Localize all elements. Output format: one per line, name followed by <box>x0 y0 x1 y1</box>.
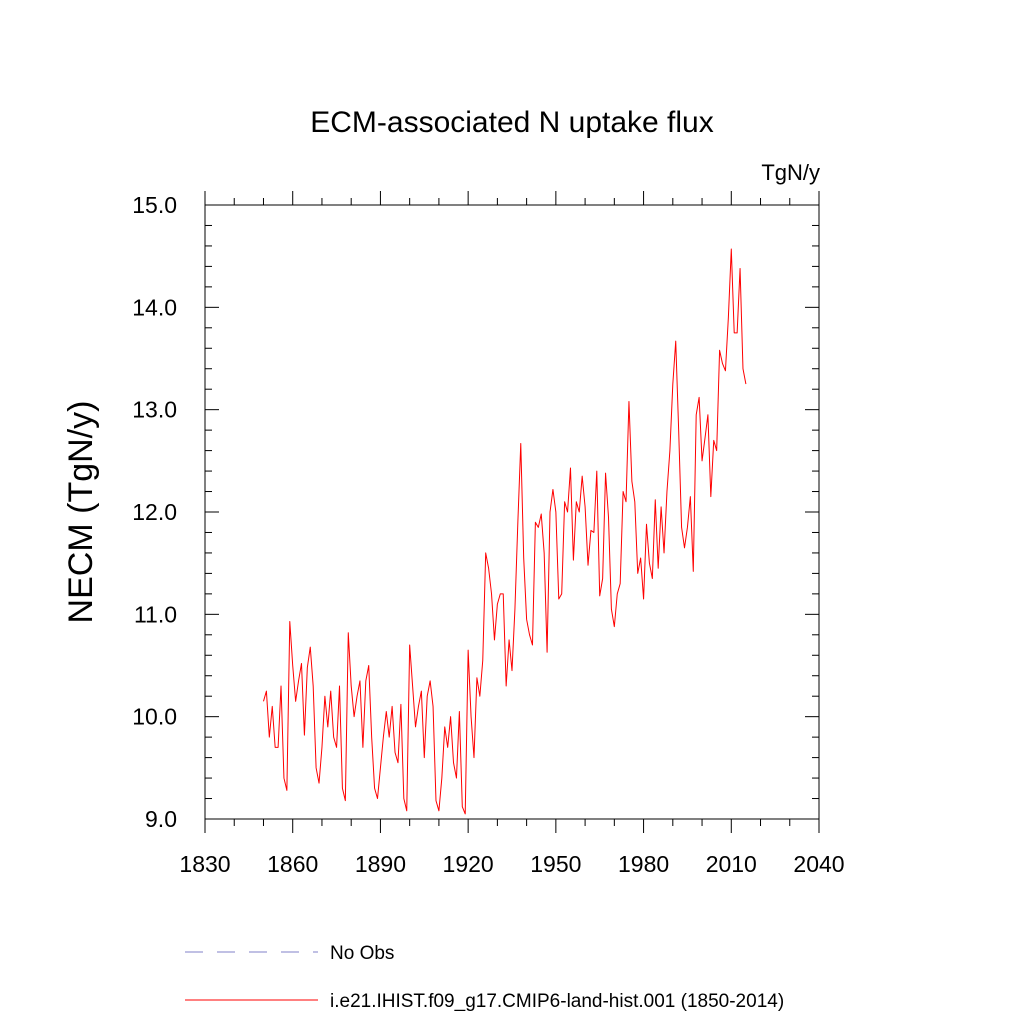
y-axis-label: NECM (TgN/y) <box>62 401 100 624</box>
series-line <box>262 248 747 815</box>
x-tick-label: 2040 <box>793 851 844 877</box>
y-tick-label: 11.0 <box>134 601 177 627</box>
y-tick-label: 10.0 <box>132 704 177 730</box>
x-tick-label: 2010 <box>706 851 757 877</box>
x-tick-label: 1890 <box>355 851 406 877</box>
legend-label: No Obs <box>330 943 394 964</box>
legend: No Obs i.e21.IHIST.f09_g17.CMIP6-land-his… <box>185 943 784 1012</box>
series-lines <box>262 248 747 815</box>
axis-ticks <box>204 191 820 833</box>
x-tick-label: 1830 <box>179 851 230 877</box>
y-tick-label: 13.0 <box>132 397 177 423</box>
axis-tick-labels: 1830 1860 1890 1920 1950 1980 2010 2040 9.0 10.0 1… <box>132 192 844 877</box>
legend-label: i.e21.IHIST.f09_g17.CMIP6-land-hist.001 … <box>330 991 784 1012</box>
y-tick-label: 12.0 <box>132 499 177 525</box>
plot-frame <box>204 204 820 820</box>
y-tick-label: 15.0 <box>132 192 177 218</box>
chart-title: ECM-associated N uptake flux <box>310 106 714 139</box>
units-label: TgN/y <box>761 160 820 185</box>
x-tick-label: 1860 <box>267 851 318 877</box>
y-tick-label: 9.0 <box>145 806 177 832</box>
y-tick-label: 14.0 <box>132 294 177 320</box>
x-tick-label: 1950 <box>530 851 581 877</box>
x-tick-label: 1980 <box>618 851 669 877</box>
x-tick-label: 1920 <box>443 851 494 877</box>
